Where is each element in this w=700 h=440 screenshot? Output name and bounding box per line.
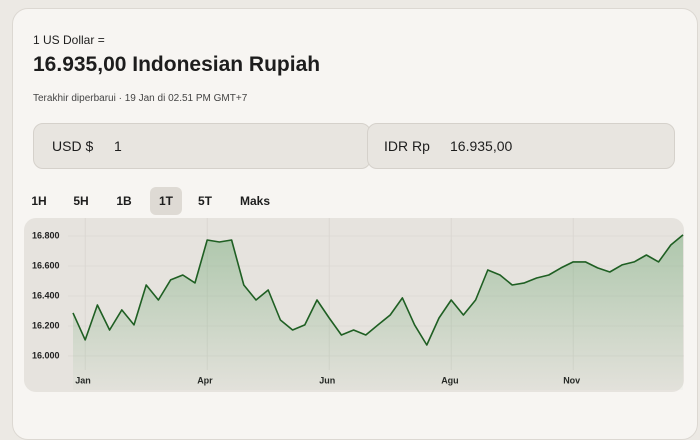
y-tick-label: 16.600: [32, 260, 60, 270]
range-button[interactable]: Maks: [239, 194, 271, 208]
currency: IDR Rp: [384, 138, 430, 154]
line: [72, 234, 684, 346]
range-button[interactable]: 1H: [31, 194, 47, 208]
chart: 16.00016.20016.40016.60016.800JanAprJunA…: [24, 218, 684, 392]
range-button[interactable]: 5T: [197, 194, 212, 208]
area: [73, 234, 683, 390]
y-tick-label: 16.200: [32, 320, 60, 330]
range-button[interactable]: 1T: [150, 187, 182, 215]
rate-title: 16.935,00 Indonesian Rupiah: [33, 53, 321, 76]
y-tick-label: 16.000: [32, 350, 60, 360]
y-tick-label: 16.400: [32, 290, 60, 300]
range-button[interactable]: 5H: [73, 194, 89, 208]
base-label: 1 US Dollar =: [33, 33, 105, 47]
range-button[interactable]: 1B: [116, 194, 132, 208]
y-tick-label: 16.800: [32, 230, 60, 240]
updated-note: Terakhir diperbarui · 19 Jan di 02.51 PM…: [33, 93, 248, 104]
page: 1 US Dollar = 16.935,00 Indonesian Rupia…: [12, 8, 698, 440]
currency: USD $: [52, 138, 94, 154]
from-input[interactable]: USD $ 1: [33, 123, 371, 169]
amount: 1: [114, 138, 122, 154]
amount: 16.935,00: [450, 138, 513, 154]
to-input[interactable]: IDR Rp 16.935,00: [367, 123, 675, 169]
